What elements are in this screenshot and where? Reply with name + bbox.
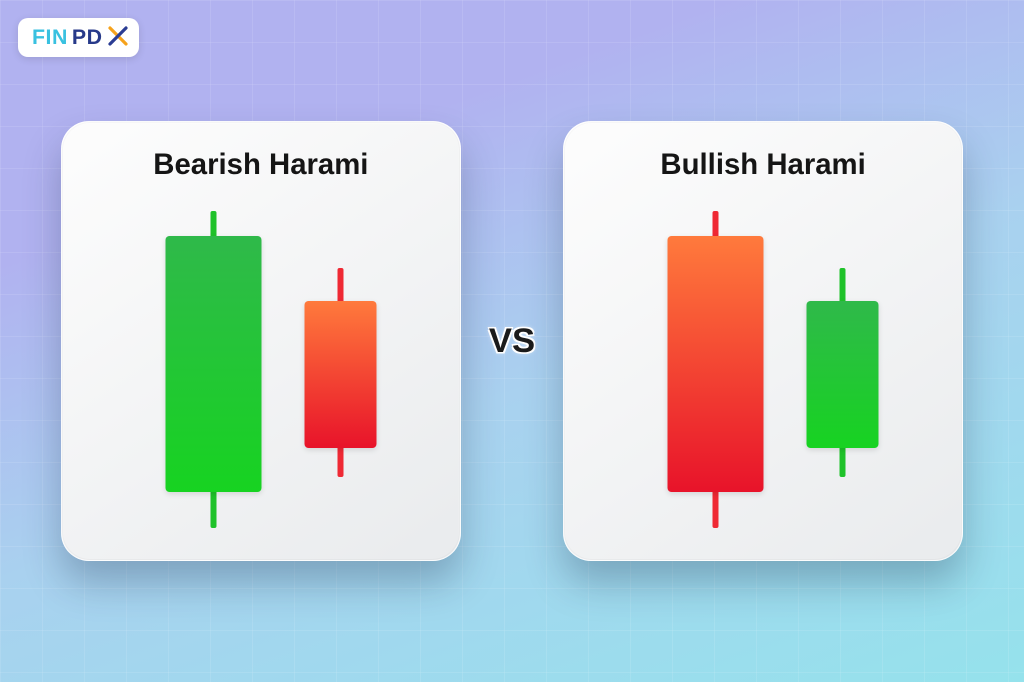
card-title-left: Bearish Harami [153,148,368,182]
candle-area-left [62,182,460,560]
small-green-candle [842,182,843,560]
large-red-candle [715,182,716,560]
small-green-candle-body [807,301,879,449]
card-title-right: Bullish Harami [660,148,865,182]
large-green-candle-body [165,236,261,492]
large-green-candle [213,182,214,560]
comparison-stage: Bearish Harami VS Bullish Harami [0,0,1024,682]
small-red-candle [340,182,341,560]
vs-label: VS [489,322,535,361]
small-red-candle-body [304,301,376,449]
candle-area-right [564,182,962,560]
large-red-candle-body [667,236,763,492]
bullish-harami-card: Bullish Harami [563,121,963,561]
bearish-harami-card: Bearish Harami [61,121,461,561]
